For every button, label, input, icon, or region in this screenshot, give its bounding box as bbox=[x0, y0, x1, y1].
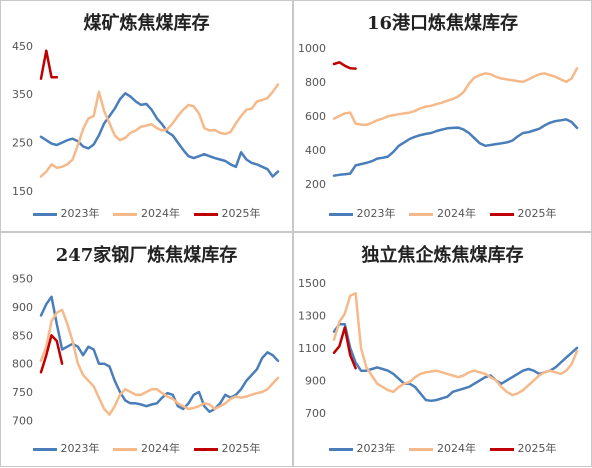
legend-swatch bbox=[409, 212, 433, 216]
y-tick-label: 900 bbox=[305, 374, 326, 387]
chart-title: 煤矿炼焦煤库存 bbox=[83, 13, 210, 34]
series-line-2025年 bbox=[39, 334, 64, 374]
legend-label: 2023年 bbox=[356, 442, 396, 455]
legend-item-2025: 2025年 bbox=[489, 440, 557, 456]
y-tick-label: 700 bbox=[305, 407, 326, 420]
series-line-2024年 bbox=[332, 292, 579, 397]
legend-item-2024: 2024年 bbox=[113, 440, 180, 456]
y-tick-label: 200 bbox=[305, 178, 326, 191]
chart-panel-16-port-coking-coal-inventory: 16港口炼焦煤库存 1000 800 600 400 200 2023年 2024年 2… bbox=[293, 0, 592, 232]
series-line-2023年 bbox=[39, 92, 280, 178]
legend-label: 2023年 bbox=[356, 207, 396, 220]
line-chart: 1500 1300 1100 900 700 bbox=[298, 277, 579, 420]
series-line-2025年 bbox=[332, 326, 357, 370]
legend-item-2024: 2024年 bbox=[113, 205, 180, 221]
y-tick-label: 600 bbox=[305, 110, 326, 123]
y-tick-label: 950 bbox=[12, 273, 33, 286]
line-chart: 450 350 250 150 bbox=[12, 40, 280, 198]
legend-item-2023: 2023年 bbox=[328, 440, 396, 456]
legend-label: 2025年 bbox=[517, 442, 557, 455]
legend-label: 2024年 bbox=[437, 442, 476, 455]
legend-label: 2024年 bbox=[437, 207, 476, 220]
legend-label: 2023年 bbox=[60, 442, 100, 455]
chart-title: 独立焦企炼焦煤库存 bbox=[361, 245, 524, 266]
line-chart: 950 900 850 800 750 700 bbox=[12, 273, 280, 427]
series-line-2024年 bbox=[39, 83, 280, 178]
y-tick-label: 150 bbox=[12, 185, 33, 198]
legend-swatch bbox=[489, 212, 514, 216]
legend-item-2025: 2025年 bbox=[489, 205, 557, 221]
y-tick-label: 1500 bbox=[298, 277, 326, 290]
legend-swatch bbox=[32, 212, 57, 216]
series-line-2023年 bbox=[332, 118, 579, 177]
legend-item-2025: 2025年 bbox=[193, 440, 261, 456]
y-tick-label: 450 bbox=[12, 40, 33, 53]
series-line-2025年 bbox=[39, 49, 59, 80]
y-tick-label: 700 bbox=[12, 414, 33, 427]
chart-panel-mine-coking-coal-inventory: 煤矿炼焦煤库存 450 350 250 150 2023年 2024年 2025年 bbox=[0, 0, 293, 232]
y-tick-label: 850 bbox=[12, 329, 33, 342]
legend-label: 2025年 bbox=[221, 442, 261, 455]
legend-item-2023: 2023年 bbox=[32, 440, 100, 456]
legend-label: 2023年 bbox=[60, 207, 100, 220]
legend-label: 2024年 bbox=[141, 442, 180, 455]
legend-label: 2025年 bbox=[517, 207, 557, 220]
y-tick-label: 750 bbox=[12, 386, 33, 399]
line-chart: 1000 800 600 400 200 bbox=[298, 42, 579, 191]
legend-swatch bbox=[32, 447, 57, 451]
chart-title: 16港口炼焦煤库存 bbox=[366, 13, 519, 34]
chart-title: 247家钢厂炼焦煤库存 bbox=[55, 245, 238, 266]
legend-swatch bbox=[113, 212, 137, 216]
chart-legend: 2023年 2024年 2025年 bbox=[294, 205, 591, 221]
y-tick-label: 250 bbox=[12, 137, 33, 150]
chart-legend: 2023年 2024年 2025年 bbox=[1, 205, 292, 221]
chart-panel-independent-coke-plant-coking-coal-inventory: 独立焦企炼焦煤库存 1500 1300 1100 900 700 2023年 2024年… bbox=[293, 232, 592, 467]
legend-item-2025: 2025年 bbox=[193, 205, 261, 221]
legend-swatch bbox=[328, 212, 353, 216]
y-tick-label: 1000 bbox=[298, 42, 326, 55]
legend-label: 2025年 bbox=[221, 207, 261, 220]
y-tick-label: 350 bbox=[12, 88, 33, 101]
series-line-2025年 bbox=[332, 61, 357, 70]
chart-legend: 2023年 2024年 2025年 bbox=[294, 440, 591, 456]
legend-swatch bbox=[489, 447, 514, 451]
legend-item-2023: 2023年 bbox=[32, 205, 100, 221]
y-tick-label: 1300 bbox=[298, 309, 326, 322]
legend-label: 2024年 bbox=[141, 207, 180, 220]
chart-panel-247-steel-mill-coking-coal-inventory: 247家钢厂炼焦煤库存 950 900 850 800 750 700 2023年 202… bbox=[0, 232, 293, 467]
y-tick-label: 400 bbox=[305, 144, 326, 157]
y-tick-label: 900 bbox=[12, 301, 33, 314]
legend-swatch bbox=[328, 447, 353, 451]
y-tick-label: 800 bbox=[305, 76, 326, 89]
legend-item-2024: 2024年 bbox=[409, 440, 476, 456]
series-line-2023年 bbox=[39, 295, 280, 414]
series-line-2023年 bbox=[332, 323, 579, 403]
legend-swatch bbox=[409, 447, 433, 451]
y-tick-label: 1100 bbox=[298, 342, 326, 355]
legend-item-2024: 2024年 bbox=[409, 205, 476, 221]
legend-swatch bbox=[193, 212, 218, 216]
legend-item-2023: 2023年 bbox=[328, 205, 396, 221]
series-line-2024年 bbox=[39, 308, 280, 416]
series-line-2024年 bbox=[332, 67, 579, 127]
legend-swatch bbox=[193, 447, 218, 451]
legend-swatch bbox=[113, 447, 137, 451]
y-tick-label: 800 bbox=[12, 358, 33, 371]
chart-legend: 2023年 2024年 2025年 bbox=[1, 440, 292, 456]
